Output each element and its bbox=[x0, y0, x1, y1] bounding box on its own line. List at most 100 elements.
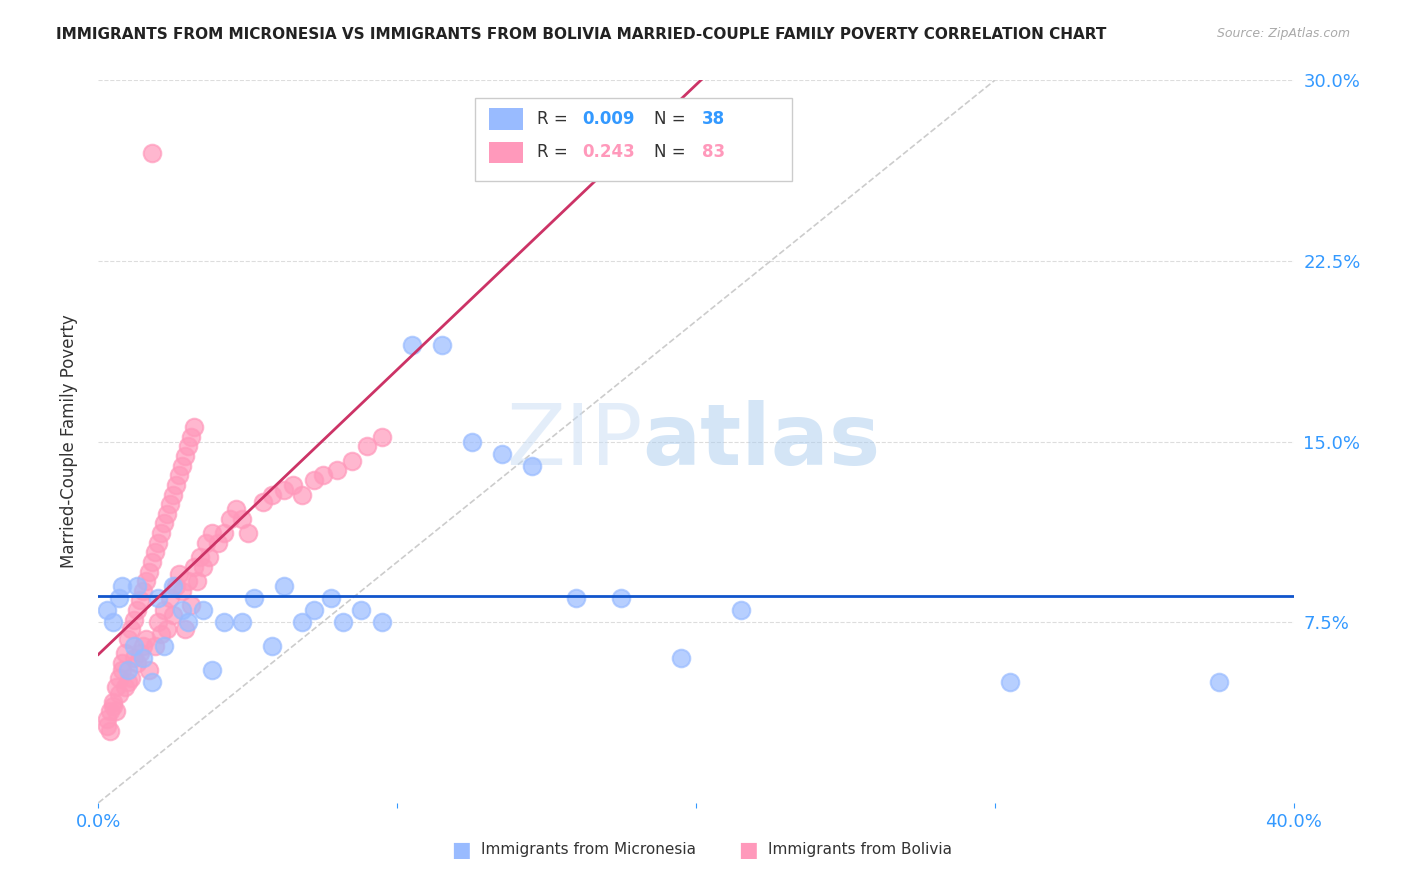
Point bbox=[165, 579, 187, 593]
Point bbox=[177, 574, 200, 589]
Point bbox=[159, 591, 181, 605]
Point bbox=[127, 656, 149, 670]
Point bbox=[311, 468, 333, 483]
Point bbox=[156, 623, 179, 637]
Text: IMMIGRANTS FROM MICRONESIA VS IMMIGRANTS FROM BOLIVIA MARRIED-COUPLE FAMILY POVE: IMMIGRANTS FROM MICRONESIA VS IMMIGRANTS… bbox=[56, 27, 1107, 42]
Text: 0.009: 0.009 bbox=[582, 110, 636, 128]
Point bbox=[273, 483, 295, 497]
Point bbox=[135, 574, 157, 589]
Point bbox=[162, 579, 184, 593]
Point bbox=[180, 430, 202, 444]
Point bbox=[114, 647, 136, 661]
Point bbox=[321, 591, 343, 605]
Text: N =: N = bbox=[654, 110, 690, 128]
Point bbox=[461, 434, 484, 449]
Point bbox=[150, 627, 173, 641]
Point bbox=[172, 583, 194, 598]
Point bbox=[225, 502, 247, 516]
Point bbox=[167, 567, 190, 582]
Text: 0.243: 0.243 bbox=[582, 143, 636, 161]
Point bbox=[326, 463, 349, 477]
Point bbox=[730, 603, 752, 617]
Point bbox=[260, 487, 283, 501]
Point bbox=[162, 607, 184, 622]
Point bbox=[156, 507, 179, 521]
Point bbox=[281, 478, 304, 492]
Y-axis label: Married-Couple Family Poverty: Married-Couple Family Poverty bbox=[59, 315, 77, 568]
Point bbox=[167, 468, 190, 483]
Point bbox=[127, 579, 149, 593]
Point bbox=[153, 516, 176, 531]
Point bbox=[153, 639, 176, 653]
Point bbox=[138, 565, 160, 579]
Text: N =: N = bbox=[654, 143, 690, 161]
Point bbox=[231, 615, 253, 630]
Point bbox=[172, 458, 194, 473]
Point bbox=[669, 651, 692, 665]
Point bbox=[172, 603, 194, 617]
Point bbox=[260, 639, 283, 653]
Point bbox=[565, 591, 588, 605]
Point bbox=[117, 632, 139, 646]
Point bbox=[180, 599, 202, 613]
Point bbox=[132, 583, 155, 598]
Point bbox=[105, 704, 128, 718]
Point bbox=[138, 664, 160, 678]
Text: atlas: atlas bbox=[643, 400, 880, 483]
Text: Immigrants from Bolivia: Immigrants from Bolivia bbox=[768, 842, 952, 857]
Point bbox=[177, 439, 200, 453]
Point bbox=[117, 675, 139, 690]
Point bbox=[302, 473, 325, 487]
Point bbox=[198, 550, 221, 565]
Point bbox=[132, 639, 155, 653]
Point bbox=[342, 454, 364, 468]
Point bbox=[332, 615, 354, 630]
Point bbox=[350, 603, 373, 617]
Point bbox=[108, 591, 131, 605]
Point bbox=[165, 478, 187, 492]
Point bbox=[491, 446, 513, 460]
Point bbox=[207, 535, 229, 549]
Point bbox=[103, 615, 125, 630]
Point bbox=[148, 591, 170, 605]
Point bbox=[191, 559, 214, 574]
Point bbox=[188, 550, 211, 565]
Point bbox=[129, 647, 152, 661]
Point bbox=[105, 680, 128, 694]
Point bbox=[141, 675, 163, 690]
Point bbox=[98, 723, 122, 738]
FancyBboxPatch shape bbox=[475, 98, 792, 181]
Point bbox=[129, 593, 152, 607]
Point bbox=[174, 449, 197, 463]
Point bbox=[610, 591, 633, 605]
FancyBboxPatch shape bbox=[489, 142, 523, 163]
Text: Immigrants from Micronesia: Immigrants from Micronesia bbox=[481, 842, 696, 857]
Point bbox=[148, 615, 170, 630]
Point bbox=[96, 712, 118, 726]
Point bbox=[291, 615, 314, 630]
Point bbox=[153, 603, 176, 617]
Point bbox=[111, 664, 134, 678]
Point bbox=[135, 632, 157, 646]
Point bbox=[195, 535, 218, 549]
Point bbox=[212, 615, 235, 630]
Point bbox=[273, 579, 295, 593]
Point bbox=[150, 526, 173, 541]
Point bbox=[143, 545, 166, 559]
Point bbox=[302, 603, 325, 617]
Point bbox=[430, 338, 453, 352]
Point bbox=[174, 623, 197, 637]
Point bbox=[998, 675, 1021, 690]
Point bbox=[1208, 675, 1230, 690]
Point bbox=[141, 145, 163, 160]
Point bbox=[143, 639, 166, 653]
Text: ■: ■ bbox=[451, 839, 471, 860]
Text: ■: ■ bbox=[738, 839, 758, 860]
Point bbox=[186, 574, 208, 589]
Point bbox=[124, 613, 146, 627]
Text: R =: R = bbox=[537, 143, 574, 161]
Point bbox=[219, 511, 242, 525]
Point bbox=[252, 494, 274, 508]
Point bbox=[291, 487, 314, 501]
Point bbox=[159, 497, 181, 511]
